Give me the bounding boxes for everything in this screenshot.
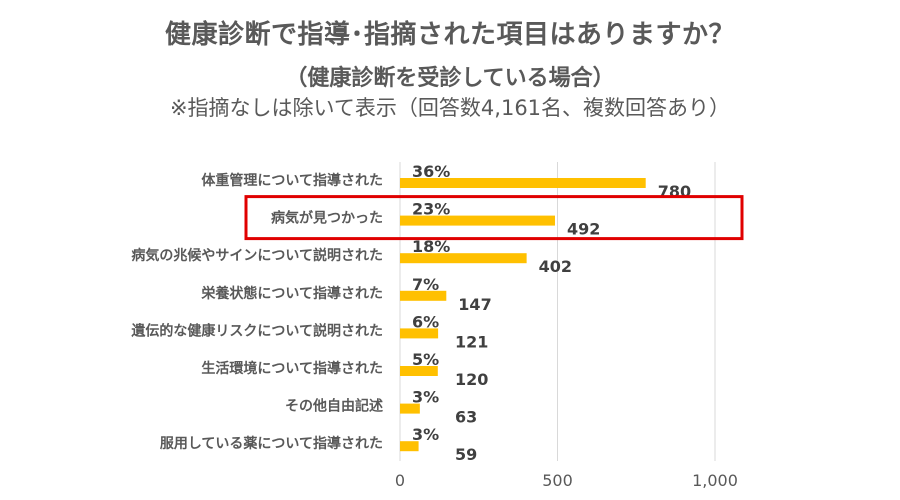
bar xyxy=(400,178,646,188)
x-tick-label: 0 xyxy=(395,471,405,490)
value-label: 59 xyxy=(455,445,477,464)
value-label: 120 xyxy=(455,370,488,389)
bar xyxy=(400,328,439,339)
value-label: 780 xyxy=(658,182,691,201)
percent-label: 6% xyxy=(412,312,439,331)
chart-subtitle: （健康診断を受診している場合） xyxy=(285,66,615,91)
percent-label: 18% xyxy=(412,237,450,256)
percent-label: 7% xyxy=(412,275,439,294)
category-label: 栄養状態について指導された xyxy=(200,285,383,302)
category-label: 服用している薬について指導された xyxy=(160,435,383,452)
category-label: 生活環境について指導された xyxy=(201,360,383,377)
bar xyxy=(400,366,438,376)
value-label: 492 xyxy=(567,220,600,239)
percent-label: 3% xyxy=(412,388,439,407)
percent-label: 36% xyxy=(412,162,450,181)
percent-label: 23% xyxy=(412,200,450,219)
bar xyxy=(400,253,527,264)
value-label: 121 xyxy=(455,332,488,351)
value-label: 63 xyxy=(455,408,477,427)
category-label: 体重管理について指導された xyxy=(201,172,383,189)
category-label: 遺伝的な健康リスクについて説明された xyxy=(131,322,383,339)
bar xyxy=(400,290,447,301)
bar xyxy=(400,215,555,226)
x-tick-label: 1,000 xyxy=(692,471,738,490)
value-label: 402 xyxy=(539,257,572,276)
percent-label: 5% xyxy=(412,350,439,369)
category-label: 病気が見つかった xyxy=(271,210,383,227)
category-label: 病気の兆候やサインについて説明された xyxy=(131,247,383,264)
highlight-box xyxy=(244,195,744,241)
category-label: その他自由記述 xyxy=(285,398,383,415)
bar xyxy=(400,403,420,414)
x-tick-label: 500 xyxy=(542,471,573,490)
chart-note: ※指摘なしは除いて表示（回答数4,161名、複数回答あり） xyxy=(169,96,731,120)
chart-title: 健康診断で指導･指摘された項目はありますか？ xyxy=(164,20,735,50)
value-label: 147 xyxy=(458,295,491,314)
percent-label: 3% xyxy=(412,425,439,444)
bar xyxy=(400,441,419,452)
